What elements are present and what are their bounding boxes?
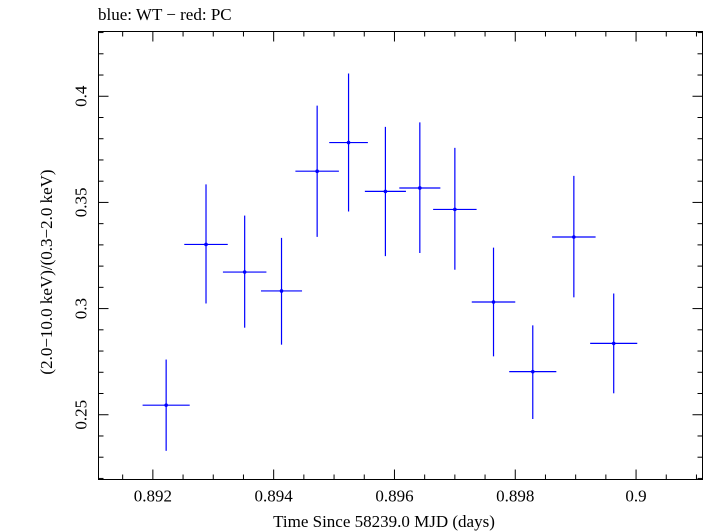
- plot-frame: [98, 31, 703, 480]
- data-point: [164, 403, 168, 407]
- data-point-group: [364, 126, 406, 257]
- data-point-group: [509, 325, 557, 419]
- data-point-group: [295, 105, 339, 237]
- data-point: [418, 186, 422, 190]
- x-tick-label: 0.894: [255, 487, 294, 506]
- data-point-group: [184, 184, 228, 304]
- data-point: [611, 341, 616, 346]
- x-tick-label: 0.9: [625, 487, 646, 506]
- x-tick-label: 0.892: [134, 487, 172, 506]
- data-point: [572, 235, 576, 239]
- y-tick-label: 0.25: [72, 400, 91, 430]
- y-tick-label: 0.35: [72, 188, 91, 218]
- data-point-group: [222, 215, 267, 328]
- data-point: [530, 369, 535, 374]
- x-axis-label: Time Since 58239.0 MJD (days): [273, 512, 495, 531]
- data-point-group: [471, 247, 516, 357]
- data-point-group: [552, 175, 596, 298]
- x-tick-label: 0.896: [375, 487, 413, 506]
- data-point: [491, 300, 496, 304]
- data-point-group: [260, 237, 303, 345]
- y-tick-label: 0.4: [72, 85, 91, 107]
- data-point-group: [433, 147, 477, 270]
- data-point: [346, 140, 351, 145]
- data-point: [453, 207, 457, 212]
- data-point-group: [142, 359, 190, 451]
- data-point-group: [399, 122, 441, 253]
- data-point: [383, 189, 388, 194]
- y-axis-label: (2.0−10.0 keV)/(0.3−2.0 keV): [37, 169, 56, 374]
- data-point: [242, 270, 247, 274]
- chart-title: blue: WT − red: PC: [98, 5, 232, 24]
- data-point: [204, 242, 208, 247]
- data-point-group: [590, 293, 638, 394]
- y-tick-label: 0.3: [72, 298, 91, 319]
- data-point-group: [329, 73, 368, 212]
- x-tick-label: 0.898: [496, 487, 534, 506]
- data-point: [279, 289, 284, 293]
- data-point: [315, 169, 319, 174]
